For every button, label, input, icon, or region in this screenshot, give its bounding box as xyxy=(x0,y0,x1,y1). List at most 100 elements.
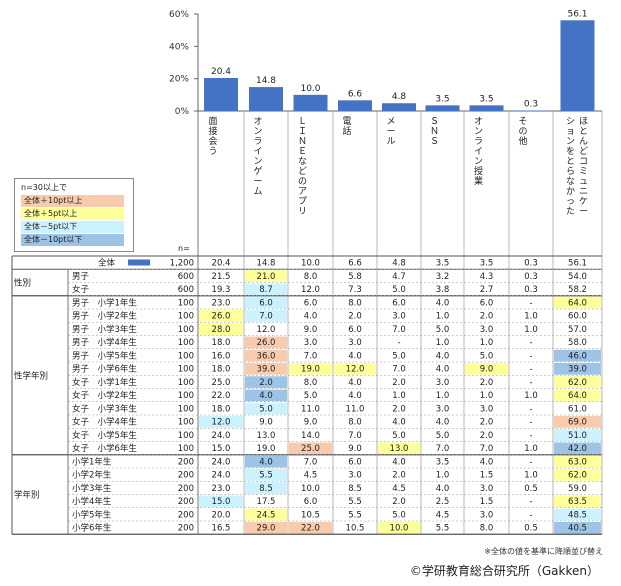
row-value: 8.0 xyxy=(348,418,362,428)
total-row-marker xyxy=(128,259,150,266)
row-value: 5.0 xyxy=(392,510,406,520)
row-label: 小学2年生 xyxy=(72,470,112,481)
row-n: 100 xyxy=(178,444,194,454)
highlight-cell xyxy=(289,442,332,455)
highlight-cell xyxy=(289,363,332,375)
row-value: 2.0 xyxy=(480,312,494,322)
row-value: 4.0 xyxy=(259,457,273,467)
row-value: 64.0 xyxy=(568,298,587,308)
row-value: 59.0 xyxy=(568,484,587,494)
row-value: 18.0 xyxy=(212,338,231,348)
total-row-value: 10.0 xyxy=(301,259,320,269)
bar-value-label: 10.0 xyxy=(300,84,320,94)
bar-3 xyxy=(293,94,328,111)
total-row-value: 4.8 xyxy=(392,259,406,269)
highlight-cell xyxy=(245,469,287,481)
category-label-8: その他 xyxy=(518,116,527,147)
row-value: 19.3 xyxy=(212,285,231,295)
row-value: 63.0 xyxy=(568,457,587,467)
row-value: 1.0 xyxy=(524,325,538,335)
row-n: 200 xyxy=(178,510,194,520)
total-row-value: 3.5 xyxy=(436,259,450,269)
highlight-cell xyxy=(334,363,376,375)
row-value: 5.0 xyxy=(392,351,406,361)
highlight-cell xyxy=(465,363,508,375)
row-value: 1.5 xyxy=(480,471,494,481)
total-row-label: 全体 xyxy=(98,258,116,269)
row-label: 女子 xyxy=(72,284,90,295)
row-label: 女子 小学5年生 xyxy=(72,430,137,441)
row-value: 2.0 xyxy=(392,404,406,414)
legend-item-orange: 全体＋10pt以上 xyxy=(21,195,124,207)
highlight-cell xyxy=(378,522,420,534)
row-value: 58.2 xyxy=(568,285,587,295)
row-value: 10.5 xyxy=(346,524,365,534)
row-value: - xyxy=(529,404,532,414)
row-label: 小学3年生 xyxy=(72,483,112,494)
highlight-cell xyxy=(554,389,601,402)
row-value: 8.0 xyxy=(304,378,318,388)
row-value: 4.0 xyxy=(259,391,273,401)
total-row-value: 14.8 xyxy=(257,259,276,269)
row-value: 20.0 xyxy=(212,510,231,520)
row-value: 24.0 xyxy=(212,471,231,481)
row-value: 60.0 xyxy=(568,312,587,322)
row-label: 女子 小学3年生 xyxy=(72,403,137,414)
highlight-cell xyxy=(199,323,243,335)
row-value: 3.0 xyxy=(480,404,494,414)
row-n: 100 xyxy=(178,338,194,348)
group-label-2: 性学年別 xyxy=(14,370,48,381)
bar-value-label: 0.3 xyxy=(524,100,538,110)
bar-value-label: 56.1 xyxy=(567,9,587,19)
row-value: 10.0 xyxy=(301,484,320,494)
row-value: 1.0 xyxy=(436,471,450,481)
row-value: 2.0 xyxy=(480,418,494,428)
row-value: 9.0 xyxy=(304,325,318,335)
bar-value-label: 14.8 xyxy=(256,76,276,86)
row-value: 11.0 xyxy=(346,404,365,414)
row-value: - xyxy=(529,457,532,467)
row-value: - xyxy=(529,365,532,375)
legend-title: n=30以上で xyxy=(21,183,67,192)
row-value: 8.0 xyxy=(304,272,318,282)
row-n: 100 xyxy=(178,431,194,441)
row-value: 0.5 xyxy=(524,484,538,494)
highlight-cell xyxy=(245,336,287,349)
row-value: 12.0 xyxy=(346,365,365,375)
row-value: 4.0 xyxy=(392,418,406,428)
bar-9 xyxy=(560,20,595,111)
row-value: 3.5 xyxy=(436,457,450,467)
row-label: 小学5年生 xyxy=(72,509,112,520)
row-value: 4.5 xyxy=(304,471,318,481)
row-value: 4.7 xyxy=(392,272,406,282)
bar-value-label: 6.6 xyxy=(348,89,363,99)
row-label: 男子 小学4年生 xyxy=(72,337,137,348)
category-label-1: 面接会う xyxy=(208,116,217,157)
row-value: 19.0 xyxy=(257,444,276,454)
row-value: 26.0 xyxy=(212,312,231,322)
row-value: 36.0 xyxy=(257,351,276,361)
row-value: 7.0 xyxy=(392,325,406,335)
highlight-cell xyxy=(245,310,287,322)
n-header: n= xyxy=(178,244,190,253)
row-value: 1.0 xyxy=(480,338,494,348)
bar-1 xyxy=(204,78,238,111)
row-label: 男子 小学1年生 xyxy=(72,297,137,308)
row-value: 3.0 xyxy=(480,325,494,335)
row-value: 5.5 xyxy=(348,510,362,520)
row-n: 600 xyxy=(178,272,194,282)
row-value: 16.5 xyxy=(212,524,231,534)
row-value: 13.0 xyxy=(390,444,409,454)
bar-value-label: 3.5 xyxy=(479,94,493,104)
row-label: 男子 xyxy=(72,272,90,282)
y-tick-label: 20% xyxy=(169,75,189,85)
highlight-cell xyxy=(245,508,287,521)
group-label-1: 性別 xyxy=(14,278,31,289)
highlight-cell xyxy=(245,522,287,534)
row-value: 8.5 xyxy=(259,484,273,494)
row-value: 4.3 xyxy=(480,272,494,282)
highlight-cell xyxy=(245,296,287,309)
row-value: 5.0 xyxy=(480,351,494,361)
bar-value-label: 3.5 xyxy=(435,94,449,104)
row-value: - xyxy=(529,351,532,361)
